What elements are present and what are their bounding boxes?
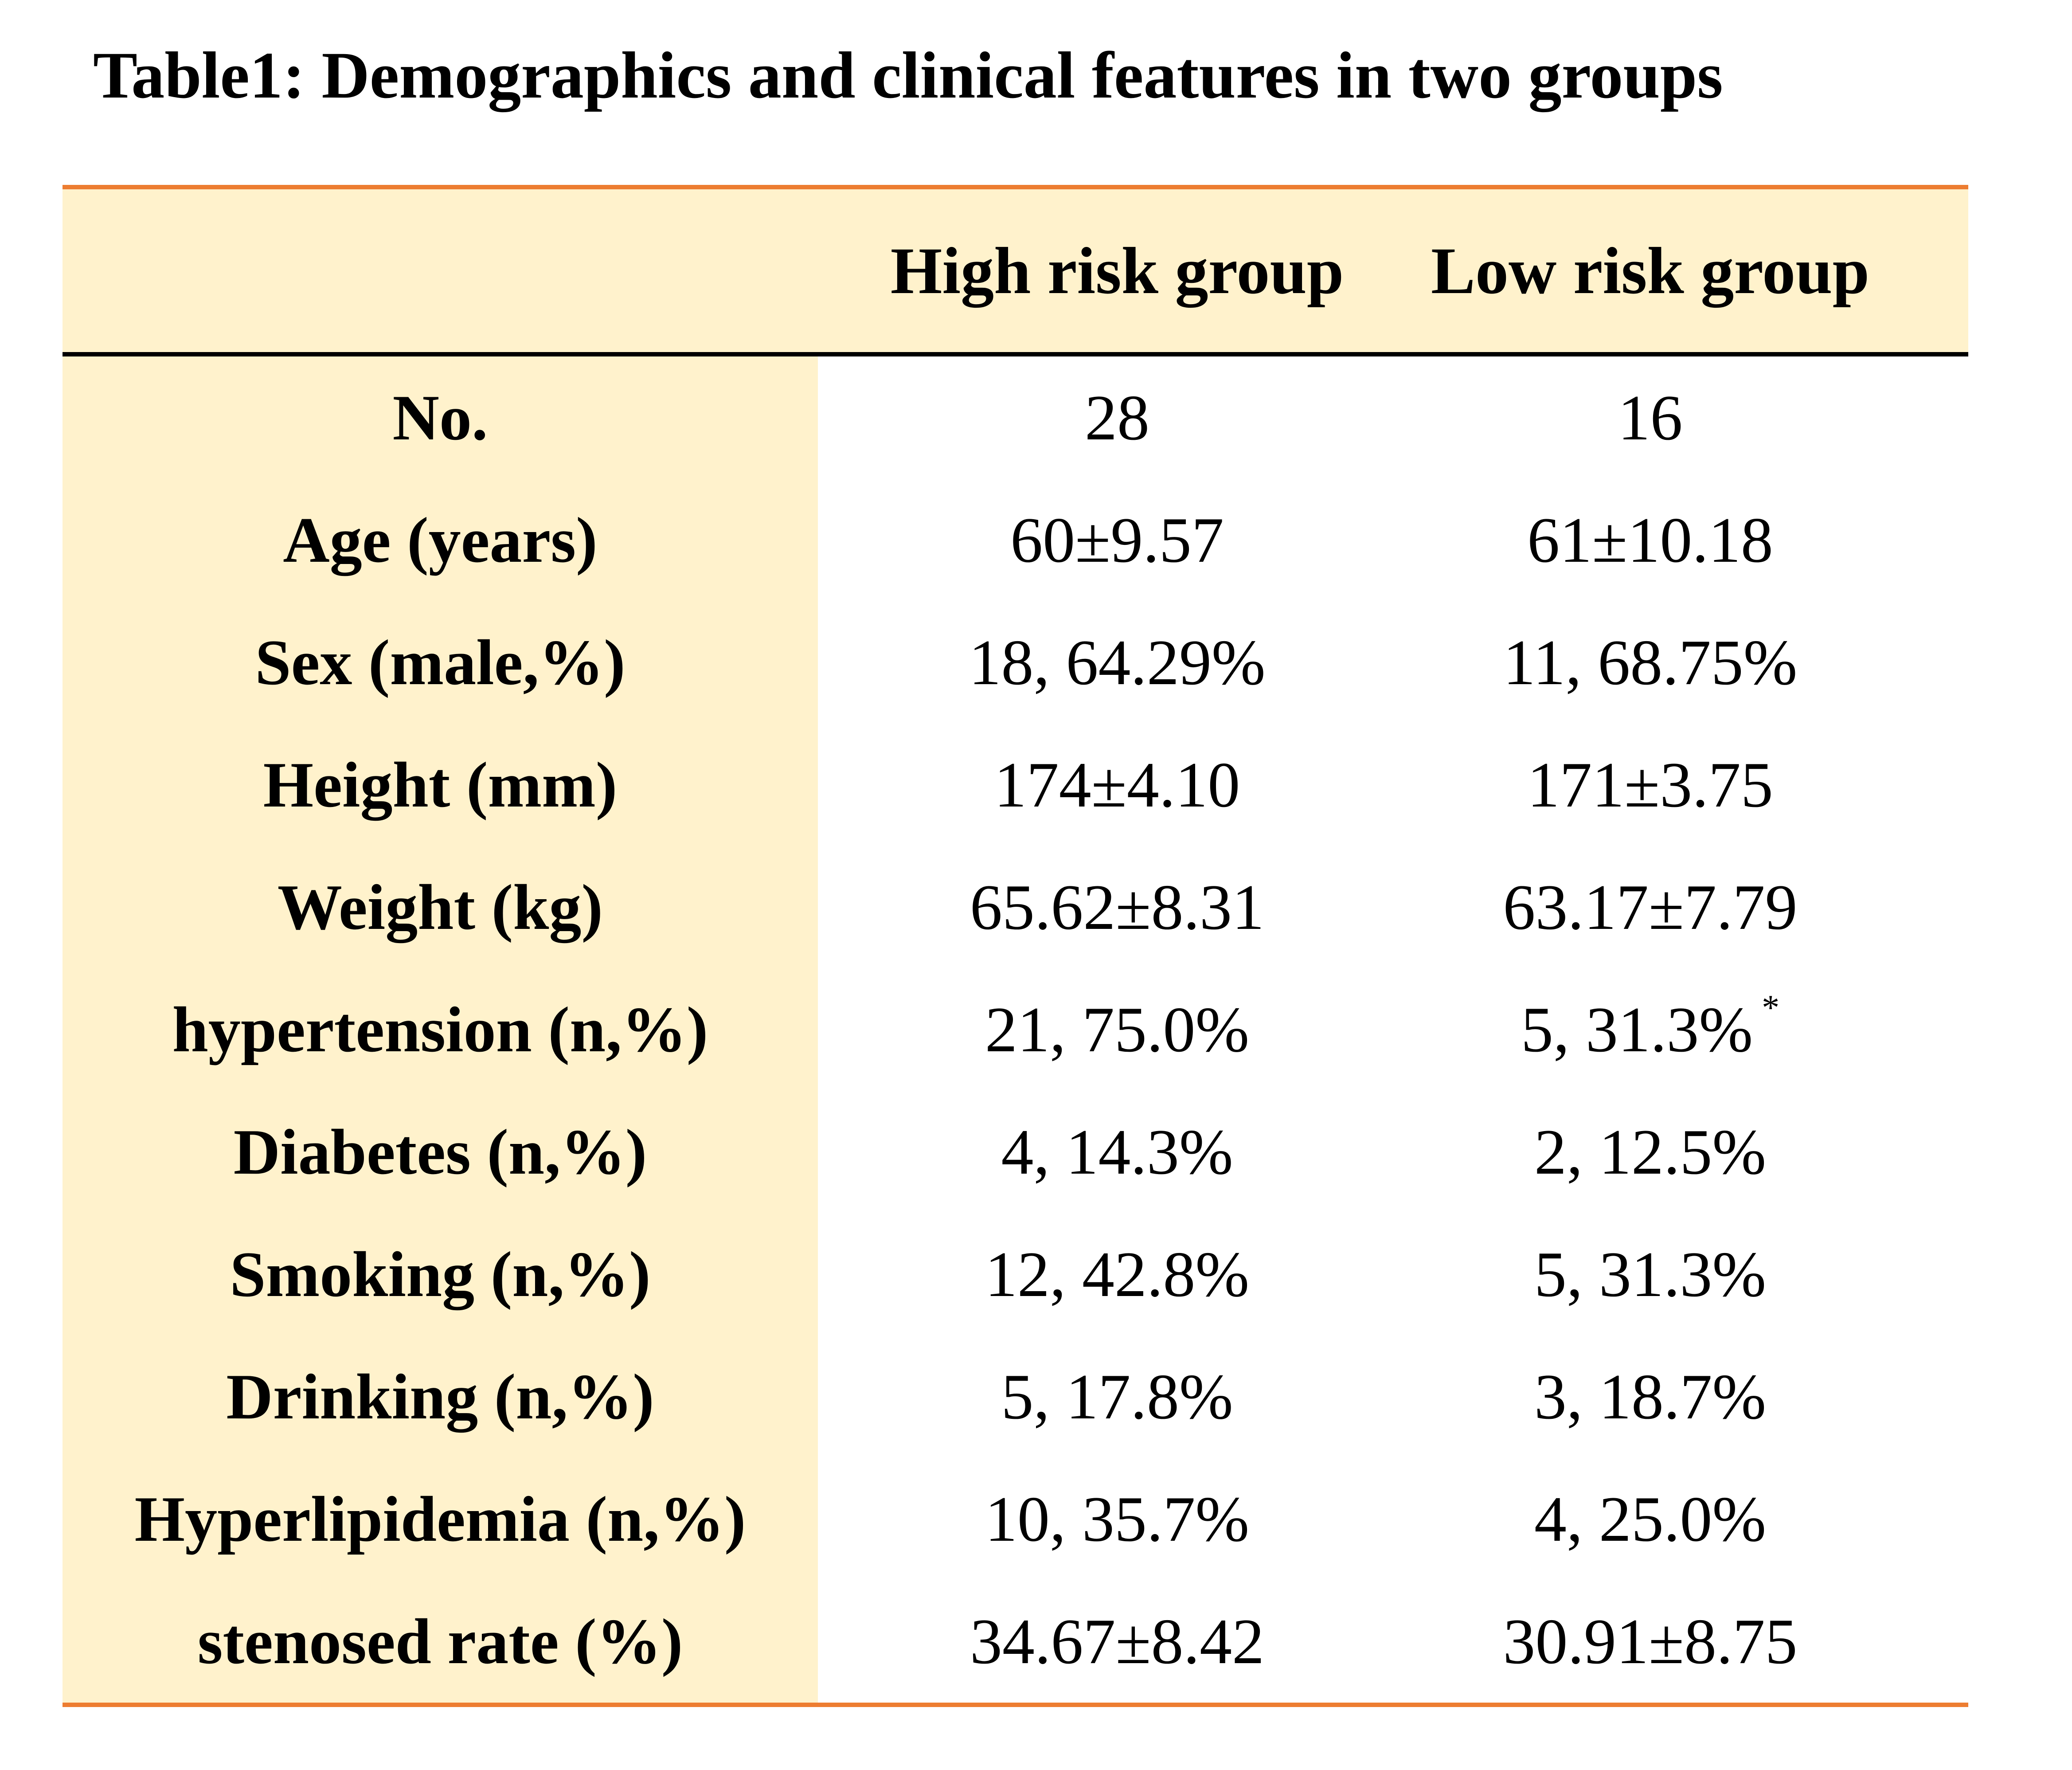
table-row: Age (years) 60±9.57 61±10.18 — [63, 479, 1968, 601]
table-row: hypertension (n,%) 21, 75.0% 5, 31.3% * — [63, 968, 1968, 1091]
table-row: Height (mm) 174±4.10 171±3.75 — [63, 724, 1968, 846]
header-high-risk: High risk group — [890, 234, 1344, 308]
high-risk-value: 18, 64.29% — [969, 627, 1266, 698]
header-row: High risk group Low risk group — [63, 187, 1968, 354]
row-label: hypertension (n,%) — [63, 968, 818, 1091]
low-risk-value: 61±10.18 — [1527, 504, 1773, 576]
row-label: Sex (male,%) — [63, 601, 818, 724]
high-risk-value: 12, 42.8% — [985, 1238, 1250, 1310]
header-low-risk: Low risk group — [1431, 234, 1870, 308]
row-label: Smoking (n,%) — [63, 1213, 818, 1335]
low-risk-cell: 5, 31.3% * — [1416, 968, 1968, 1091]
header-empty — [63, 187, 818, 354]
low-risk-cell: 171±3.75 — [1416, 724, 1968, 846]
low-risk-cell: 5, 31.3% — [1416, 1213, 1968, 1335]
row-label: Drinking (n,%) — [63, 1335, 818, 1458]
low-risk-cell: 3, 18.7% — [1416, 1335, 1968, 1458]
low-risk-value: 63.17±7.79 — [1503, 871, 1798, 943]
row-label: Age (years) — [63, 479, 818, 601]
low-risk-cell: 63.17±7.79 — [1416, 846, 1968, 968]
low-risk-value: 30.91±8.75 — [1503, 1606, 1798, 1677]
table-row: Diabetes (n,%) 4, 14.3% 2, 12.5% — [63, 1091, 1968, 1213]
high-risk-value: 65.62±8.31 — [970, 871, 1265, 943]
table-title: Table1: Demographics and clinical featur… — [93, 39, 1723, 112]
low-risk-cell: 30.91±8.75 — [1416, 1580, 1968, 1705]
table-row: stenosed rate (%) 34.67±8.42 30.91±8.75 — [63, 1580, 1968, 1705]
low-risk-value: 3, 18.7% — [1534, 1361, 1767, 1433]
table-row: Weight (kg) 65.62±8.31 63.17±7.79 — [63, 846, 1968, 968]
table-row: Sex (male,%) 18, 64.29% 11, 68.75% — [63, 601, 1968, 724]
table-row: Drinking (n,%) 5, 17.8% 3, 18.7% — [63, 1335, 1968, 1458]
low-risk-value: 5, 31.3% — [1521, 994, 1753, 1065]
high-risk-value: 28 — [1085, 382, 1149, 454]
low-risk-value: 4, 25.0% — [1534, 1483, 1767, 1555]
low-risk-cell: 61±10.18 — [1416, 479, 1968, 601]
table-row: No. 28 16 — [63, 354, 1968, 479]
high-risk-value: 4, 14.3% — [1001, 1116, 1233, 1188]
low-risk-value: 5, 31.3% — [1534, 1238, 1767, 1310]
table-row: Smoking (n,%) 12, 42.8% 5, 31.3% — [63, 1213, 1968, 1335]
demographics-table: High risk group Low risk group No. 28 16 Ag… — [63, 185, 1968, 1707]
row-label: Hyperlipidemia (n,%) — [63, 1458, 818, 1580]
high-risk-value: 10, 35.7% — [985, 1483, 1250, 1555]
row-label: Height (mm) — [63, 724, 818, 846]
significance-mark: * — [1762, 988, 1780, 1027]
high-risk-value: 21, 75.0% — [985, 994, 1250, 1065]
low-risk-value: 16 — [1618, 382, 1683, 454]
row-label: Weight (kg) — [63, 846, 818, 968]
low-risk-value: 11, 68.75% — [1503, 627, 1798, 698]
row-label: No. — [63, 354, 818, 479]
row-label: Diabetes (n,%) — [63, 1091, 818, 1213]
row-label: stenosed rate (%) — [63, 1580, 818, 1705]
high-risk-value: 60±9.57 — [1010, 504, 1224, 576]
table-row: Hyperlipidemia (n,%) 10, 35.7% 4, 25.0% — [63, 1458, 1968, 1580]
low-risk-cell: 16 — [1416, 354, 1968, 479]
low-risk-cell: 4, 25.0% — [1416, 1458, 1968, 1580]
high-risk-value: 34.67±8.42 — [970, 1606, 1265, 1677]
low-risk-value: 171±3.75 — [1527, 749, 1773, 821]
low-risk-cell: 11, 68.75% — [1416, 601, 1968, 724]
low-risk-cell: 2, 12.5% — [1416, 1091, 1968, 1213]
high-risk-value: 5, 17.8% — [1001, 1361, 1233, 1433]
high-risk-value: 174±4.10 — [994, 749, 1240, 821]
low-risk-value: 2, 12.5% — [1534, 1116, 1767, 1188]
